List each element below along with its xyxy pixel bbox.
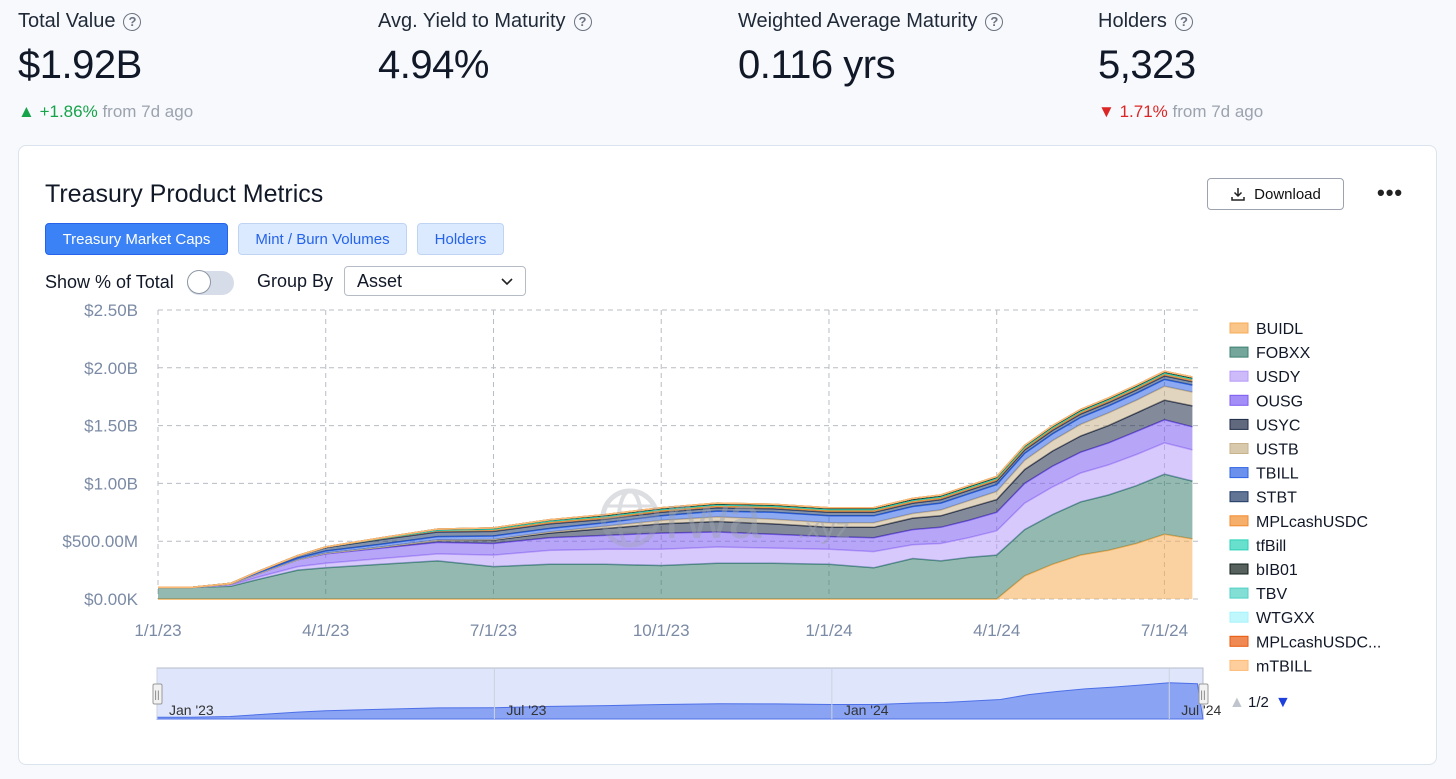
chevron-down-icon [501, 278, 513, 286]
stat-value: $1.92B [18, 43, 142, 87]
group-by-label: Group By [257, 271, 334, 291]
tab-mint-burn-volumes[interactable]: Mint / Burn Volumes [238, 223, 407, 255]
change-percent: +1.86% [39, 102, 98, 121]
stat-holders: Holders? 5,323 ▼ 1.71% from 7d ago [1098, 10, 1263, 122]
stat-label: Total Value [18, 10, 116, 32]
help-icon[interactable]: ? [573, 12, 592, 31]
stat-value: 4.94% [378, 43, 489, 87]
stat-weighted-maturity: Weighted Average Maturity? 0.116 yrs [738, 10, 1004, 88]
tab-holders[interactable]: Holders [417, 223, 504, 255]
stat-value: 0.116 yrs [738, 43, 896, 87]
download-icon [1231, 188, 1245, 201]
group-by-select[interactable]: Asset [344, 266, 526, 296]
stat-avg-yield: Avg. Yield to Maturity? 4.94% [378, 10, 592, 88]
download-button[interactable]: Download [1207, 178, 1344, 210]
show-pct-label: Show % of Total [45, 272, 174, 292]
stat-value: 5,323 [1098, 43, 1196, 87]
help-icon[interactable]: ? [1174, 12, 1193, 31]
stat-total-value: Total Value? $1.92B ▲ +1.86% from 7d ago [18, 10, 193, 122]
stat-label: Holders [1098, 10, 1167, 32]
group-by-value: Asset [357, 270, 403, 291]
toggle-knob [187, 270, 211, 294]
up-arrow-icon: ▲ [18, 102, 35, 121]
help-icon[interactable]: ? [985, 12, 1004, 31]
tab-treasury-market-caps[interactable]: Treasury Market Caps [45, 223, 228, 255]
stat-change: ▼ 1.71% from 7d ago [1098, 102, 1263, 122]
change-suffix: from 7d ago [1172, 102, 1264, 121]
help-icon[interactable]: ? [123, 12, 142, 31]
show-pct-toggle[interactable] [187, 270, 234, 295]
stat-label: Weighted Average Maturity [738, 10, 978, 32]
down-arrow-icon: ▼ [1098, 102, 1115, 121]
change-suffix: from 7d ago [102, 102, 194, 121]
metrics-card: Treasury Product Metrics Download ••• Tr… [18, 145, 1437, 765]
change-percent: 1.71% [1119, 102, 1168, 121]
more-options-icon[interactable]: ••• [1377, 180, 1404, 205]
stat-change: ▲ +1.86% from 7d ago [18, 102, 193, 122]
card-title: Treasury Product Metrics [45, 180, 324, 208]
stat-label: Avg. Yield to Maturity [378, 10, 566, 32]
download-label: Download [1254, 185, 1321, 203]
